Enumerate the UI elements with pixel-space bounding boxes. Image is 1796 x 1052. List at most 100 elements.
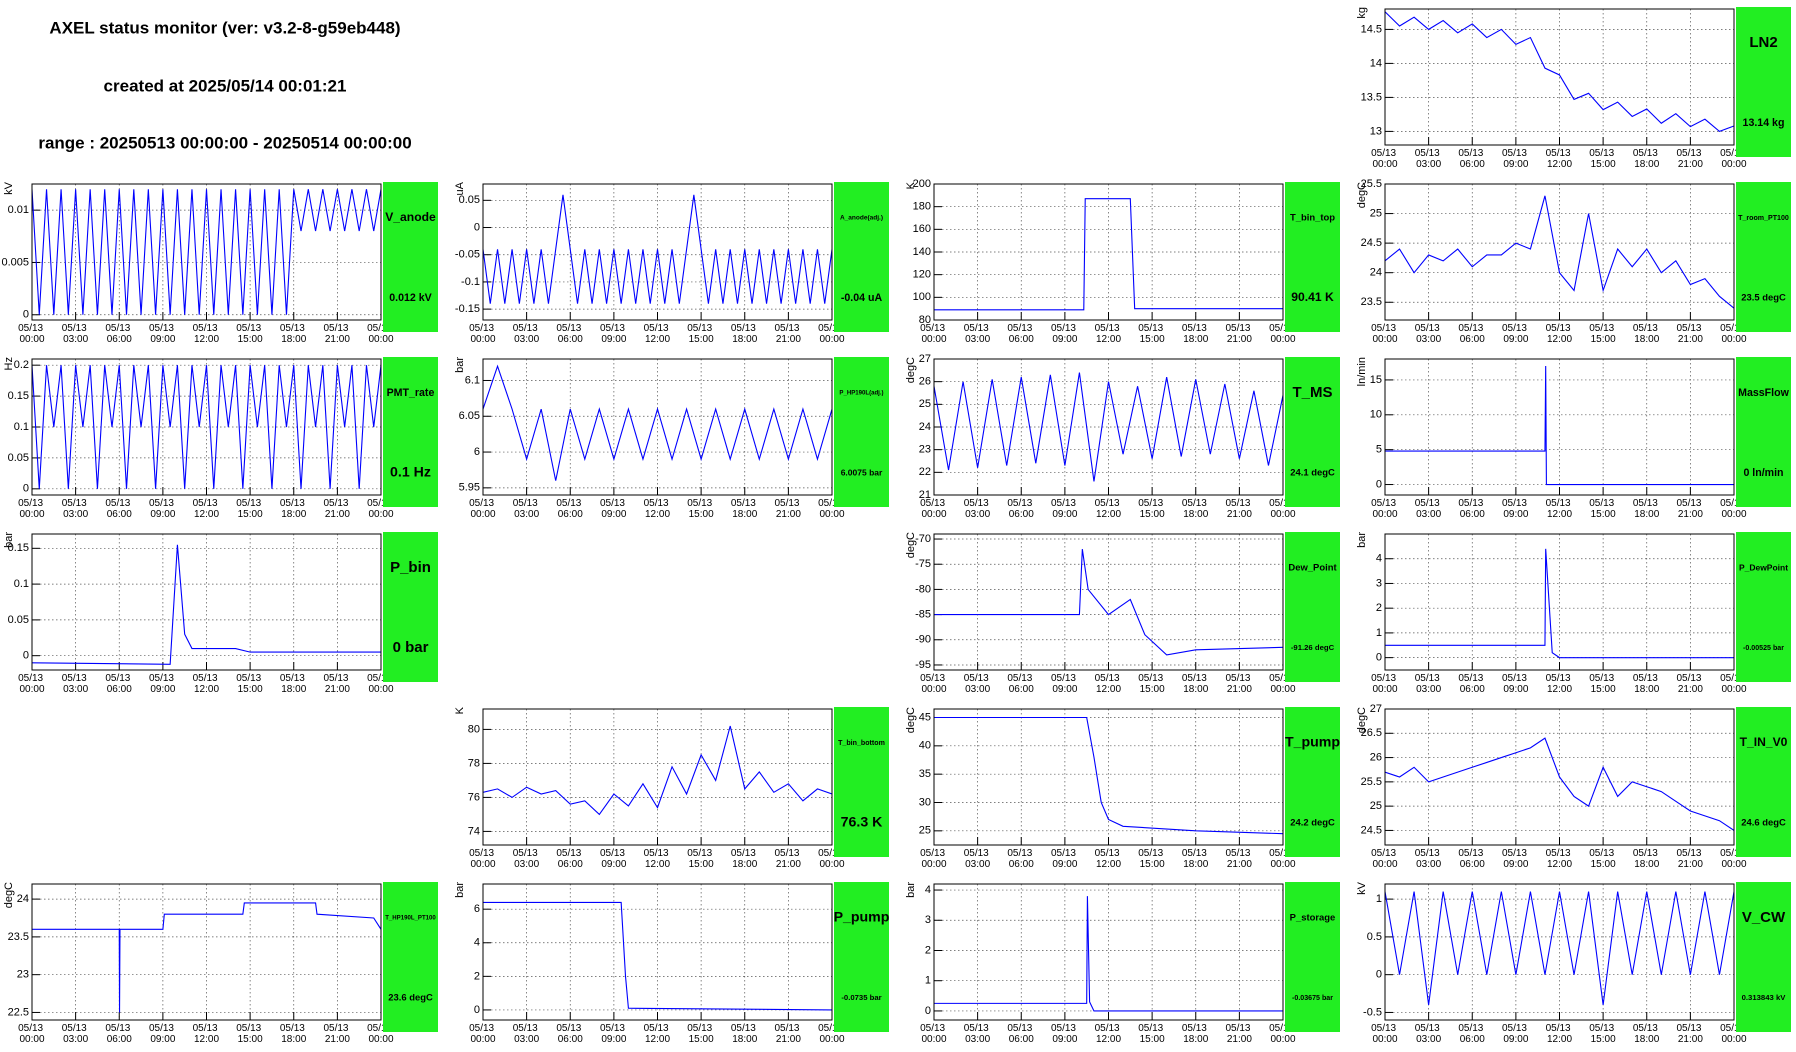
x-tick-label: 05/13 15:00 [236,498,264,520]
x-tick-label: 05/13 21:00 [1676,148,1704,170]
x-tick-label: 05/13 21:00 [1676,673,1704,695]
plot-frame [933,533,1284,671]
x-tick-label: 05/13 15:00 [1589,323,1617,345]
status-box [834,357,889,507]
status-box [834,707,889,857]
x-tick-label: 05/14 00:00 [1269,848,1297,870]
x-tick-label: 05/13 06:00 [1007,1023,1035,1045]
y-tick-label: 160 [913,223,931,235]
status-name: P_pump [834,910,890,926]
status-box [1736,707,1791,857]
x-tick-label: 05/13 18:00 [731,848,759,870]
x-tick-label: 05/13 00:00 [920,848,948,870]
data-line [934,549,1283,656]
y-tick-label: -70 [915,533,931,545]
x-tick-label: 05/13 03:00 [513,323,541,345]
y-tick-label: 25 [1370,800,1382,812]
y-tick-label: 3 [925,914,931,926]
x-tick-label: 05/13 21:00 [1676,848,1704,870]
x-tick-label: 05/13 03:00 [513,498,541,520]
x-tick-label: 05/13 15:00 [1589,1023,1617,1045]
x-tick-label: 05/13 15:00 [687,498,715,520]
y-axis-label: degC [905,357,917,383]
x-tick-label: 05/13 18:00 [280,323,308,345]
y-tick-label: 0 [23,650,29,662]
y-tick-label: 26 [1370,751,1382,763]
x-tick-label: 05/13 03:00 [62,1023,90,1045]
x-tick-label: 05/13 15:00 [687,323,715,345]
x-tick-label: 05/13 18:00 [280,1023,308,1045]
x-tick-label: 05/13 21:00 [323,323,351,345]
y-tick-label: 0.05 [8,614,29,626]
y-tick-label: 0 [23,309,29,321]
x-tick-label: 05/13 15:00 [687,848,715,870]
x-tick-label: 05/13 12:00 [193,673,221,695]
data-line [1385,11,1734,133]
plot-frame [1384,533,1735,671]
y-tick-label: 2 [925,944,931,956]
x-tick-label: 05/13 15:00 [236,323,264,345]
y-tick-label: 6.05 [459,410,480,422]
x-tick-label: 05/14 00:00 [818,1023,846,1045]
x-tick-label: 05/13 15:00 [1589,498,1617,520]
x-tick-label: 05/13 00:00 [920,673,948,695]
plot-frame [933,883,1284,1021]
plot-frame [1384,183,1735,321]
plot-frame [1384,8,1735,146]
y-tick-label: 74 [468,825,480,837]
y-tick-label: 200 [913,178,931,190]
data-line [934,716,1283,835]
x-tick-label: 05/13 21:00 [323,673,351,695]
status-box [383,357,438,507]
x-tick-label: 05/13 12:00 [644,498,672,520]
y-tick-label: 5 [1376,444,1382,456]
x-tick-label: 05/13 03:00 [1415,1023,1443,1045]
x-tick-label: 05/13 15:00 [236,673,264,695]
x-tick-label: 05/13 03:00 [62,498,90,520]
status-value: 24.1 degC [1290,468,1335,479]
x-tick-label: 05/13 18:00 [1633,673,1661,695]
y-tick-label: 0.15 [8,390,29,402]
y-tick-label: 24 [1370,267,1382,279]
y-tick-label: 25.5 [1361,776,1382,788]
x-tick-label: 05/13 18:00 [1182,323,1210,345]
data-line [483,364,832,481]
x-tick-label: 05/13 18:00 [1633,148,1661,170]
x-tick-label: 05/13 15:00 [1138,498,1166,520]
x-tick-label: 05/13 12:00 [644,323,672,345]
plot-frame [933,708,1284,846]
x-tick-label: 05/13 03:00 [62,673,90,695]
y-tick-label: 0 [925,1005,931,1017]
x-tick-label: 05/13 18:00 [1182,498,1210,520]
status-name: P_DewPoint [1739,562,1788,572]
data-line [483,725,832,816]
y-tick-label: 4 [1376,553,1382,565]
x-tick-label: 05/13 18:00 [280,498,308,520]
x-tick-label: 05/14 00:00 [1720,498,1748,520]
data-line [1385,891,1734,1005]
x-tick-label: 05/13 06:00 [1458,148,1486,170]
y-tick-label: 0 [1376,652,1382,664]
status-name: T_room_PT100 [1738,214,1789,222]
x-tick-label: 05/14 00:00 [818,498,846,520]
x-tick-label: 05/13 12:00 [1546,148,1574,170]
x-tick-label: 05/13 09:00 [600,1023,628,1045]
y-axis-label: degC [3,882,15,908]
x-tick-label: 05/13 00:00 [18,323,46,345]
x-tick-label: 05/13 09:00 [149,323,177,345]
x-tick-label: 05/13 09:00 [600,323,628,345]
x-tick-label: 05/13 12:00 [193,498,221,520]
x-tick-label: 05/13 15:00 [1138,323,1166,345]
y-tick-label: 35 [919,768,931,780]
x-tick-label: 05/14 00:00 [818,848,846,870]
x-tick-label: 05/13 00:00 [1371,848,1399,870]
x-tick-label: 05/13 18:00 [1633,498,1661,520]
y-tick-label: -90 [915,634,931,646]
x-tick-label: 05/13 18:00 [1182,848,1210,870]
data-line [934,198,1283,311]
x-tick-label: 05/13 18:00 [280,673,308,695]
x-tick-label: 05/13 21:00 [323,498,351,520]
x-tick-label: 05/13 00:00 [920,1023,948,1045]
status-box [834,182,889,332]
